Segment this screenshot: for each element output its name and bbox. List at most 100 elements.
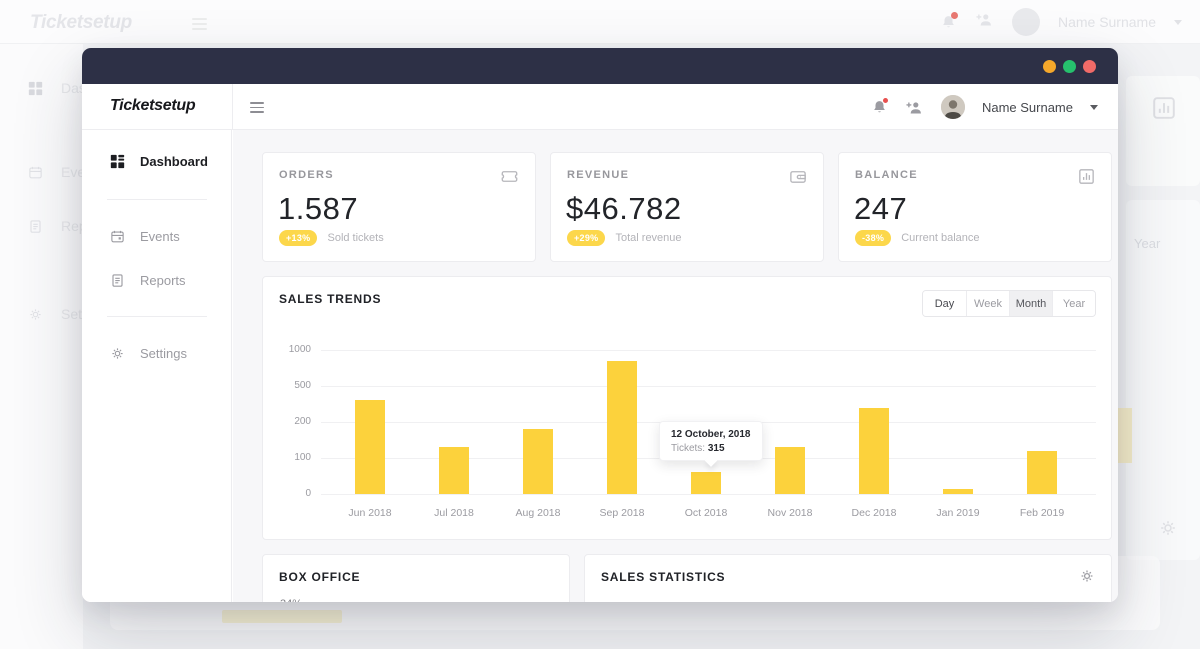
stat-value: 1.587 bbox=[278, 191, 359, 226]
range-day-button[interactable]: Day bbox=[923, 291, 966, 316]
ghost-gear-icon bbox=[1158, 518, 1178, 543]
x-axis-tick: Jun 2018 bbox=[348, 507, 392, 519]
x-axis-tick: Feb 2019 bbox=[1019, 507, 1065, 519]
stat-badge: +13% bbox=[279, 230, 318, 246]
y-axis-tick: 0 bbox=[305, 488, 311, 499]
stat-title: BALANCE bbox=[855, 169, 918, 181]
minimize-button[interactable] bbox=[1043, 60, 1056, 73]
ghost-avatar bbox=[1011, 8, 1040, 36]
x-axis-tick: Dec 2018 bbox=[851, 507, 897, 519]
notification-dot bbox=[881, 96, 889, 104]
y-axis-tick: 200 bbox=[294, 416, 311, 427]
tooltip-value: Tickets: 315 bbox=[671, 443, 725, 455]
wallet-icon bbox=[788, 167, 808, 191]
sidebar-item-settings[interactable]: Settings bbox=[82, 340, 232, 366]
sales-statistics-title: SALES STATISTICS bbox=[601, 570, 726, 584]
stat-badge: -38% bbox=[855, 230, 892, 246]
range-toggle: Day Week Month Year bbox=[922, 290, 1096, 317]
zoom-button[interactable] bbox=[1063, 60, 1076, 73]
chart-gridline bbox=[321, 350, 1096, 351]
statistics-settings-button[interactable] bbox=[1079, 568, 1095, 589]
stat-title: ORDERS bbox=[279, 169, 334, 181]
sales-trends-card: SALES TRENDS Day Week Month Year 0 100 200… bbox=[262, 276, 1112, 540]
range-year-button[interactable]: Year bbox=[1052, 291, 1095, 316]
sidebar-divider bbox=[107, 316, 207, 317]
ghost-notification-dot bbox=[950, 11, 958, 19]
stat-value: 247 bbox=[854, 191, 908, 226]
avatar[interactable] bbox=[940, 95, 965, 119]
x-axis-tick: Jul 2018 bbox=[434, 507, 474, 519]
y-axis-tick: 100 bbox=[294, 452, 311, 463]
stat-title: REVENUE bbox=[567, 169, 630, 181]
ghost-progress-bar bbox=[222, 610, 342, 623]
menu-toggle-icon[interactable] bbox=[250, 102, 264, 116]
header-divider bbox=[232, 84, 233, 130]
y-axis-tick: 500 bbox=[294, 380, 311, 391]
ghost-year-label: Year bbox=[1134, 236, 1161, 251]
window-title-bar bbox=[82, 48, 1118, 84]
sales-chart-plot: 0 100 200 500 1000 Jun 2018 Jul 2018 Aug 2018 Se… bbox=[289, 344, 1096, 519]
x-axis-tick: Sep 2018 bbox=[599, 507, 645, 519]
caret-down-icon[interactable] bbox=[1090, 104, 1098, 110]
chart-bar-feb-2019[interactable] bbox=[1027, 450, 1057, 494]
ghost-caret-down-icon bbox=[1174, 19, 1182, 25]
chart-bar-nov-2018[interactable] bbox=[775, 447, 805, 494]
app-header: Ticketsetup Name Surname bbox=[82, 84, 1118, 130]
stat-value: $46.782 bbox=[566, 191, 682, 226]
sidebar-item-reports[interactable]: Reports bbox=[82, 267, 232, 293]
notifications-button[interactable] bbox=[871, 96, 889, 116]
sales-trends-title: SALES TRENDS bbox=[279, 292, 382, 306]
ghost-header-right: Name Surname bbox=[940, 0, 1182, 44]
sidebar: Dashboard Events Reports Settings bbox=[82, 130, 232, 602]
user-menu[interactable]: Name Surname bbox=[981, 99, 1073, 115]
stat-caption: Current balance bbox=[901, 232, 980, 244]
y-axis-tick: 1000 bbox=[288, 344, 311, 355]
sidebar-item-events[interactable]: Events bbox=[82, 223, 232, 249]
ghost-logo: Ticketsetup bbox=[30, 12, 132, 33]
sidebar-item-label: Reports bbox=[140, 272, 186, 288]
chart-bar-dec-2018[interactable] bbox=[859, 407, 889, 494]
close-button[interactable] bbox=[1083, 60, 1096, 73]
stat-badge: +29% bbox=[567, 230, 606, 246]
calendar-icon bbox=[111, 230, 124, 242]
range-week-button[interactable]: Week bbox=[966, 291, 1009, 316]
ghost-add-user-icon bbox=[975, 11, 994, 33]
ghost-bar-chart-icon bbox=[1150, 94, 1178, 127]
sidebar-item-label: Events bbox=[140, 228, 180, 244]
chart-gridline bbox=[321, 386, 1096, 387]
chart-bar-jul-2018[interactable] bbox=[439, 447, 469, 494]
range-month-button[interactable]: Month bbox=[1009, 291, 1052, 316]
chart-gridline bbox=[321, 494, 1096, 495]
chart-bar-sep-2018[interactable] bbox=[607, 360, 637, 494]
ghost-bell-icon bbox=[940, 11, 958, 31]
stat-card-orders: ORDERS 1.587 +13% Sold tickets bbox=[262, 152, 536, 262]
ghost-stat-card bbox=[1126, 76, 1200, 186]
sidebar-item-label: Dashboard bbox=[140, 153, 208, 169]
chart-bar-jan-2019[interactable] bbox=[943, 488, 973, 494]
chart-tooltip: 12 October, 2018 Tickets: 315 bbox=[659, 421, 763, 462]
ghost-menu-icon bbox=[192, 18, 207, 33]
app-window: Ticketsetup Name Surname bbox=[82, 48, 1118, 602]
box-office-card: BOX OFFICE 34% bbox=[262, 554, 570, 602]
ticket-icon bbox=[499, 167, 520, 191]
ghost-chart-bar bbox=[1117, 408, 1132, 463]
chart-bar-jun-2018[interactable] bbox=[355, 400, 385, 494]
main-content: ORDERS 1.587 +13% Sold tickets REVENUE $… bbox=[233, 130, 1118, 602]
sidebar-divider bbox=[107, 199, 207, 200]
ghost-user-name: Name Surname bbox=[1057, 14, 1156, 30]
sidebar-item-label: Settings bbox=[140, 345, 187, 361]
chart-bar-oct-2018[interactable] bbox=[691, 472, 721, 494]
app-logo: Ticketsetup bbox=[110, 97, 196, 114]
x-axis-tick: Nov 2018 bbox=[767, 507, 813, 519]
box-office-title: BOX OFFICE bbox=[279, 570, 361, 584]
add-user-button[interactable] bbox=[905, 99, 924, 116]
box-office-value: 34% bbox=[280, 598, 302, 602]
x-axis-tick: Aug 2018 bbox=[515, 507, 561, 519]
sidebar-item-dashboard[interactable]: Dashboard bbox=[82, 148, 232, 174]
gear-icon bbox=[112, 347, 123, 359]
x-axis-tick: Jan 2019 bbox=[936, 507, 980, 519]
chart-bar-aug-2018[interactable] bbox=[523, 429, 553, 494]
gear-icon bbox=[1081, 570, 1093, 582]
report-icon bbox=[112, 273, 123, 287]
